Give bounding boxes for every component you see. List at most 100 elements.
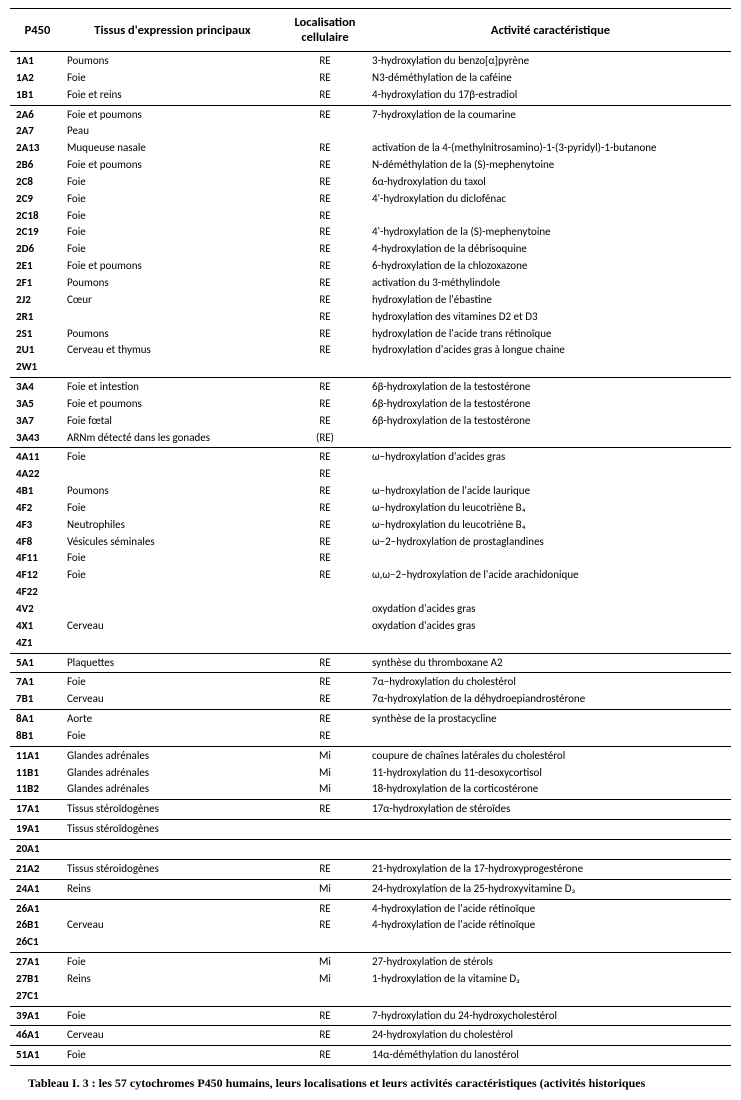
cell-act: coupure de chaînes latérales du cholesté… [370,746,731,764]
cell-p450: 1A1 [10,52,65,70]
cell-p450: 2S1 [10,326,65,343]
table-row: 5A1PlaquettesREsynthèse du thromboxane A… [10,653,731,673]
table-row: 39A1FoieRE7-hydroxylation du 24-hydroxyc… [10,1006,731,1026]
cell-loc: RE [280,567,370,584]
cell-act: 4-hydroxylation de l'acide rétinoïque [370,917,731,934]
cell-act: oxydation d'acides gras [370,618,731,635]
cell-p450: 11B1 [10,765,65,782]
table-row: 2A7Peau [10,123,731,140]
cell-loc: RE [280,691,370,709]
cell-p450: 5A1 [10,653,65,673]
cell-p450: 20A1 [10,839,65,859]
table-row: 2A13Muqueuse nasaleREactivation de la 4-… [10,140,731,157]
cell-loc: RE [280,550,370,567]
cell-tissus: Glandes adrénales [65,746,280,764]
cell-tissus: Foie [65,728,280,746]
cell-loc: RE [280,378,370,396]
cell-act [370,988,731,1006]
cell-act: 6β-hydroxylation de la testostérone [370,396,731,413]
cell-tissus: Foie et poumons [65,105,280,123]
table-row: 1A2FoieREN3-déméthylation de la caféine [10,70,731,87]
cell-p450: 2B6 [10,157,65,174]
cell-loc: RE [280,483,370,500]
cell-loc: RE [280,292,370,309]
cell-tissus [65,584,280,601]
cell-act: 6β-hydroxylation de la testostérone [370,378,731,396]
cell-loc: RE [280,534,370,551]
cell-p450: 1B1 [10,87,65,105]
cell-loc: RE [280,326,370,343]
cell-tissus: Cerveau et thymus [65,342,280,359]
cell-p450: 27C1 [10,988,65,1006]
cell-act: 4-hydroxylation de la débrisoquine [370,241,731,258]
cell-tissus: Neutrophiles [65,517,280,534]
table-row: 20A1 [10,839,731,859]
cell-act: ω−hydroxylation de l'acide laurique [370,483,731,500]
cell-tissus: Reins [65,971,280,988]
cell-act: 4'-hydroxylation du diclofénac [370,191,731,208]
cell-p450: 39A1 [10,1006,65,1026]
cell-tissus: Foie et reins [65,87,280,105]
cell-loc [280,988,370,1006]
cell-loc: RE [280,800,370,820]
cell-tissus: Aorte [65,710,280,728]
cell-p450: 8A1 [10,710,65,728]
table-row: 27C1 [10,988,731,1006]
table-row: 2A6Foie et poumonsRE7-hydroxylation de l… [10,105,731,123]
cell-loc: RE [280,673,370,691]
table-row: 4V2oxydation d'acides gras [10,601,731,618]
cell-tissus: Poumons [65,483,280,500]
cell-act: ω−hydroxylation du leucotriène B₄ [370,517,731,534]
table-header: P450 Tissus d'expression principaux Loca… [10,9,731,52]
cell-act: 27-hydroxylation de stérols [370,953,731,971]
cell-p450: 24A1 [10,879,65,899]
cell-tissus: Peau [65,123,280,140]
cell-p450: 7A1 [10,673,65,691]
cell-act: ω−hydroxylation d'acides gras [370,448,731,466]
cell-act [370,820,731,840]
cell-act: 24-hydroxylation du cholestérol [370,1026,731,1046]
table-row: 51A1FoieRE14α-déméthylation du lanostéro… [10,1046,731,1066]
cell-p450: 4V2 [10,601,65,618]
cell-tissus [65,466,280,483]
cell-p450: 8B1 [10,728,65,746]
cell-tissus: Glandes adrénales [65,781,280,799]
cell-loc: Mi [280,746,370,764]
cell-tissus: Vésicules séminales [65,534,280,551]
cell-loc: RE [280,413,370,430]
cell-act: ω−hydroxylation du leucotriène B₄ [370,500,731,517]
cell-act: 6α-hydroxylation du taxol [370,174,731,191]
cell-p450: 4F3 [10,517,65,534]
cell-tissus: Cerveau [65,691,280,709]
cell-p450: 27A1 [10,953,65,971]
cell-tissus: Foie et poumons [65,157,280,174]
cell-act: 18-hydroxylation de la corticostérone [370,781,731,799]
table-row: 7A1FoieRE7α−hydroxylation du cholestérol [10,673,731,691]
cell-p450: 51A1 [10,1046,65,1066]
cell-tissus [65,309,280,326]
cell-loc [280,123,370,140]
cell-act: 7-hydroxylation du 24-hydroxycholestérol [370,1006,731,1026]
cell-loc: RE [280,1046,370,1066]
p450-table: P450 Tissus d'expression principaux Loca… [10,8,731,1066]
cell-loc: RE [280,70,370,87]
table-row: 4F22 [10,584,731,601]
table-row: 3A5Foie et poumonsRE6β-hydroxylation de … [10,396,731,413]
cell-tissus [65,635,280,653]
table-row: 2C19FoieRE4'-hydroxylation de la (S)-mep… [10,224,731,241]
cell-p450: 26C1 [10,934,65,952]
cell-loc: RE [280,1006,370,1026]
cell-act: hydroxylation de l'ébastine [370,292,731,309]
table-row: 4F3NeutrophilesREω−hydroxylation du leuc… [10,517,731,534]
table-row: 4A11FoieREω−hydroxylation d'acides gras [10,448,731,466]
cell-p450: 2A6 [10,105,65,123]
cell-loc [280,601,370,618]
cell-loc: RE [280,174,370,191]
cell-p450: 2J2 [10,292,65,309]
cell-tissus: Foie et poumons [65,258,280,275]
cell-act [370,359,731,377]
table-row: 4A22RE [10,466,731,483]
cell-tissus: Foie [65,953,280,971]
table-body: 1A1PoumonsRE3-hydroxylation du benzo[α]p… [10,52,731,1066]
cell-p450: 4B1 [10,483,65,500]
